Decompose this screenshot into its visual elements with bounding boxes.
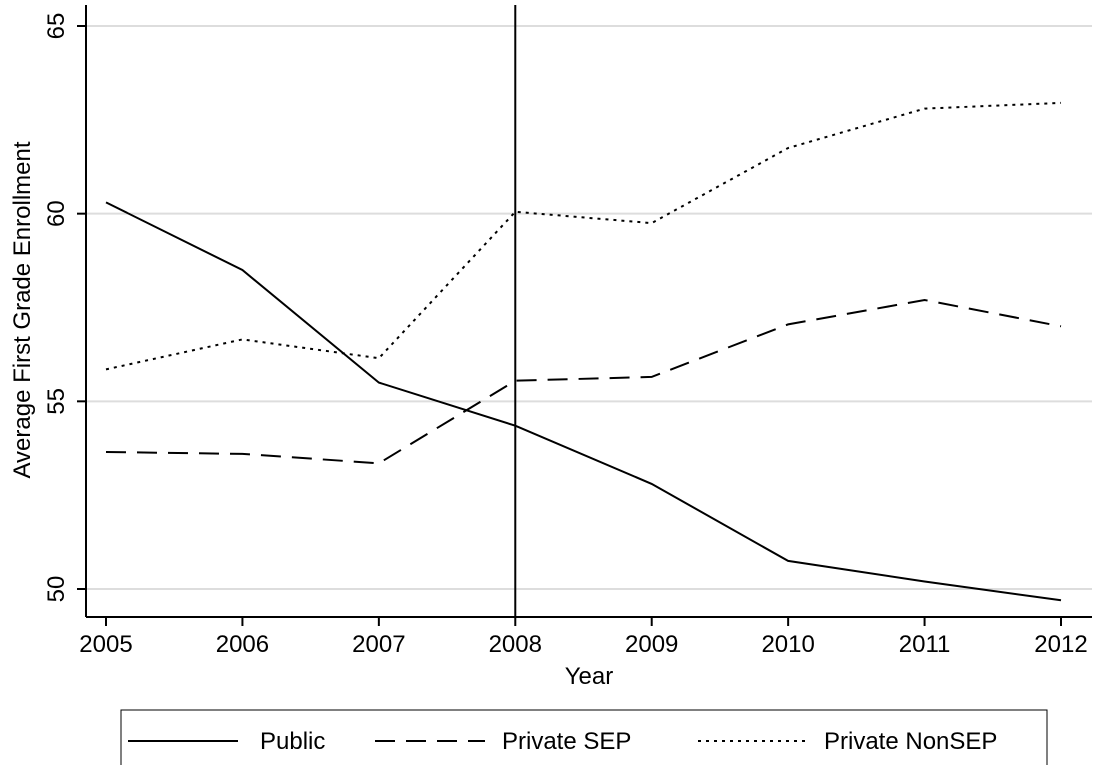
- tick-labels: 50 55 60 65 2005 2006 2007 2008 2009 2010 2011 2012: [43, 13, 1088, 658]
- x-tick-label: 2010: [761, 631, 814, 658]
- x-tick-label: 2008: [489, 631, 542, 658]
- legend: Public Private SEP Private NonSEP: [120, 709, 1048, 765]
- legend-label-public: Public: [260, 728, 325, 755]
- x-tick-label: 2009: [625, 631, 678, 658]
- x-tick-label: 2012: [1034, 631, 1087, 658]
- y-tick-label: 55: [43, 388, 70, 415]
- y-tick-label: 60: [43, 200, 70, 227]
- x-tick-label: 2005: [79, 631, 132, 658]
- axes: [77, 5, 1092, 626]
- series-line-private-nonsep: [105, 101, 1062, 371]
- legend-box: [120, 709, 1048, 765]
- legend-label-private-nonsep: Private NonSEP: [824, 728, 997, 755]
- gridlines: [86, 25, 1092, 590]
- y-tick-label: 50: [43, 576, 70, 603]
- legend-label-private-sep: Private SEP: [502, 728, 631, 755]
- x-tick-label: 2007: [352, 631, 405, 658]
- series-line-public: [105, 201, 1062, 602]
- x-tick-label: 2006: [216, 631, 269, 658]
- x-axis-title: Year: [565, 663, 614, 690]
- series-line-private-sep: [105, 298, 1062, 465]
- y-tick-label: 65: [43, 13, 70, 40]
- x-tick-label: 2011: [899, 631, 951, 658]
- y-axis-title: Average First Grade Enrollment: [9, 141, 36, 478]
- series-lines: [105, 101, 1062, 602]
